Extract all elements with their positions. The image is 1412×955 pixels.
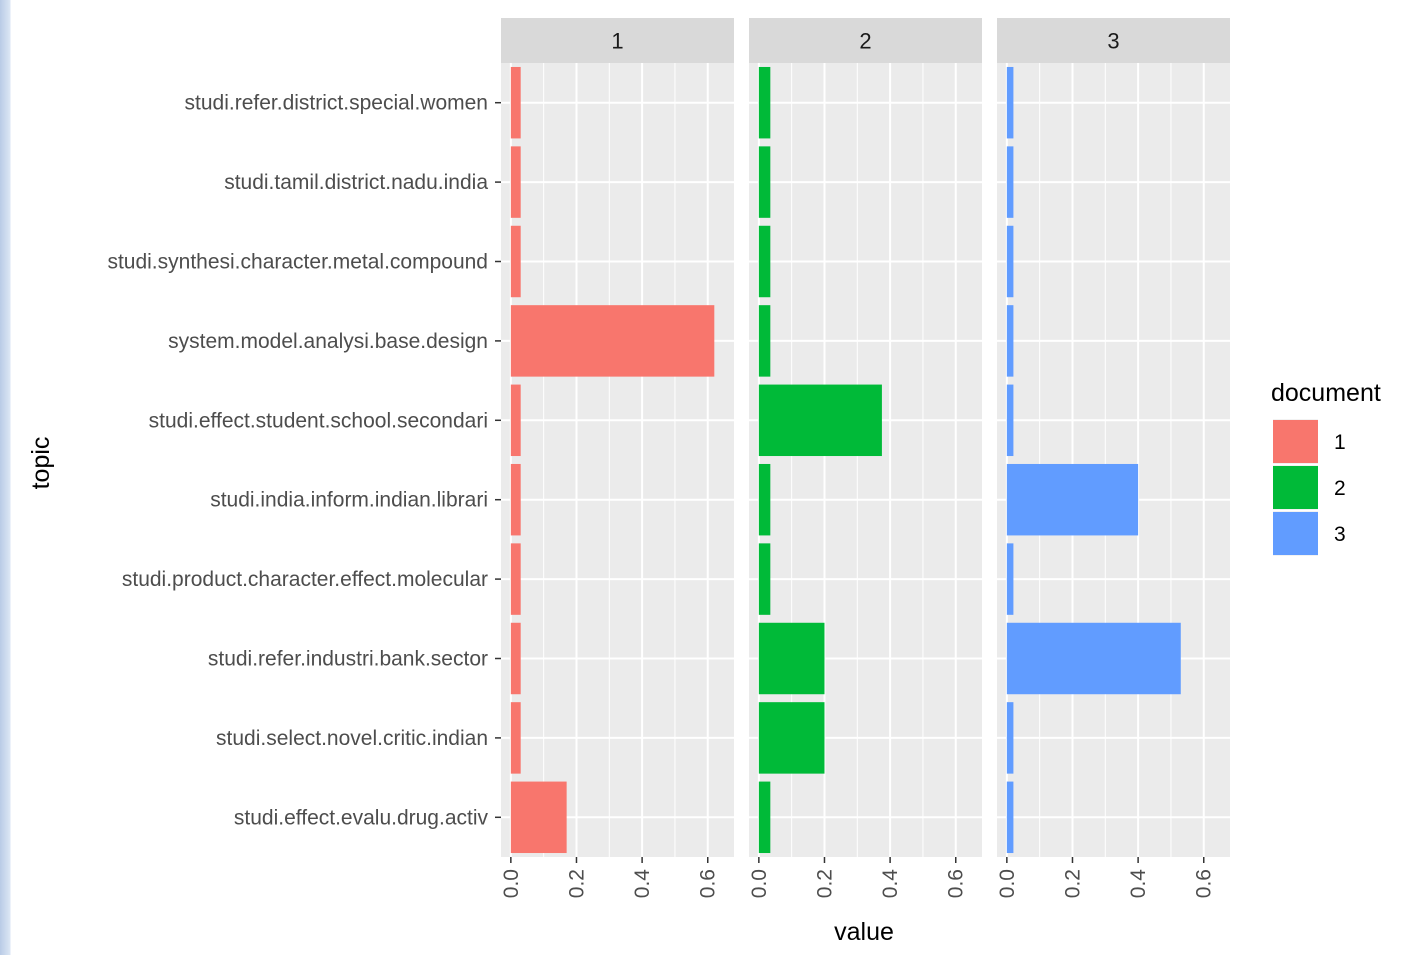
bar-doc3-topic5 xyxy=(1006,384,1014,457)
y-tick-label: studi.synthesi.character.metal.compound xyxy=(107,251,488,274)
plot-window: 1 0.0 0.2 0.4 0.6 2 0.0 0.2 0.4 0.6 3 0.0 0.2 0.4 0.6 s… xyxy=(11,6,1412,955)
bar-doc1-topic2 xyxy=(510,146,521,218)
x-tick-label: 0.0 xyxy=(748,869,771,898)
legend-swatch-1 xyxy=(1273,420,1318,463)
facet-strip-label-2: 2 xyxy=(859,29,871,54)
y-axis-title: topic xyxy=(27,437,55,490)
legend-label-3: 3 xyxy=(1334,523,1346,546)
bar-doc1-topic10 xyxy=(510,781,567,854)
panel-background-1 xyxy=(501,63,734,857)
panel-background-3 xyxy=(997,63,1230,857)
facet-strip-2 xyxy=(749,18,982,63)
bar-doc2-topic8 xyxy=(758,622,825,695)
bar-doc3-topic2 xyxy=(1006,146,1014,218)
bar-doc2-topic3 xyxy=(758,225,771,298)
y-tick-label: studi.effect.evalu.drug.activ xyxy=(234,806,489,829)
y-tick-label: studi.india.inform.indian.librari xyxy=(210,489,488,512)
bar-doc2-topic1 xyxy=(758,66,771,139)
facet-strip-label-3: 3 xyxy=(1107,29,1119,54)
legend-title: document xyxy=(1271,379,1381,407)
y-tick-label: studi.refer.industri.bank.sector xyxy=(208,648,488,671)
y-tick-label: system.model.analysi.base.design xyxy=(168,330,488,353)
bar-doc1-topic9 xyxy=(510,702,521,774)
bar-doc3-topic4 xyxy=(1006,305,1014,377)
bar-doc3-topic8 xyxy=(1006,622,1181,695)
faceted-bar-chart: 1 0.0 0.2 0.4 0.6 2 0.0 0.2 0.4 0.6 3 0.0 0.2 0.4 0.6 s… xyxy=(27,18,1381,946)
x-tick-label: 0.0 xyxy=(996,869,1019,898)
bar-doc1-topic8 xyxy=(510,622,521,695)
x-tick-label: 0.4 xyxy=(631,869,654,899)
facet-strip-3 xyxy=(997,18,1230,63)
bar-doc1-topic1 xyxy=(510,66,521,139)
x-tick-label: 0.4 xyxy=(879,869,902,899)
bar-doc1-topic4 xyxy=(510,305,715,377)
legend-swatch-3 xyxy=(1273,512,1318,555)
bar-doc3-topic6 xyxy=(1006,463,1139,536)
legend-label-1: 1 xyxy=(1334,431,1346,454)
x-tick-label: 0.2 xyxy=(813,869,836,898)
bar-doc1-topic6 xyxy=(510,463,521,536)
y-tick-label: studi.product.character.effect.molecular xyxy=(122,568,488,591)
bar-doc2-topic5 xyxy=(758,384,882,457)
bar-doc3-topic7 xyxy=(1006,543,1014,615)
legend-swatch-2 xyxy=(1273,466,1318,509)
x-tick-label: 0.2 xyxy=(1061,869,1084,898)
facet-strip-1 xyxy=(501,18,734,63)
bar-doc3-topic10 xyxy=(1006,781,1014,854)
legend-label-2: 2 xyxy=(1334,477,1346,500)
bar-doc3-topic3 xyxy=(1006,225,1014,298)
bar-doc1-topic3 xyxy=(510,225,521,298)
bar-doc2-topic2 xyxy=(758,146,771,218)
y-tick-label: studi.refer.district.special.women xyxy=(185,92,488,115)
x-tick-label: 0.6 xyxy=(1193,869,1216,898)
y-tick-label: studi.tamil.district.nadu.india xyxy=(224,171,488,194)
x-tick-label: 0.6 xyxy=(697,869,720,898)
bar-doc3-topic9 xyxy=(1006,702,1014,774)
facet-strip-label-1: 1 xyxy=(611,29,623,54)
bar-doc1-topic5 xyxy=(510,384,521,457)
x-tick-label: 0.4 xyxy=(1127,869,1150,899)
bar-doc1-topic7 xyxy=(510,543,521,615)
bar-doc2-topic6 xyxy=(758,463,771,536)
x-tick-label: 0.2 xyxy=(565,869,588,898)
bar-doc2-topic7 xyxy=(758,543,771,615)
bar-doc3-topic1 xyxy=(1006,66,1014,139)
bar-doc2-topic10 xyxy=(758,781,771,854)
x-axis-title: value xyxy=(834,918,894,946)
x-tick-label: 0.6 xyxy=(945,869,968,898)
y-tick-label: studi.effect.student.school.secondari xyxy=(149,409,488,432)
y-tick-label: studi.select.novel.critic.indian xyxy=(216,727,488,750)
x-tick-label: 0.0 xyxy=(500,869,523,898)
bar-doc2-topic4 xyxy=(758,305,771,377)
bar-doc2-topic9 xyxy=(758,702,825,774)
